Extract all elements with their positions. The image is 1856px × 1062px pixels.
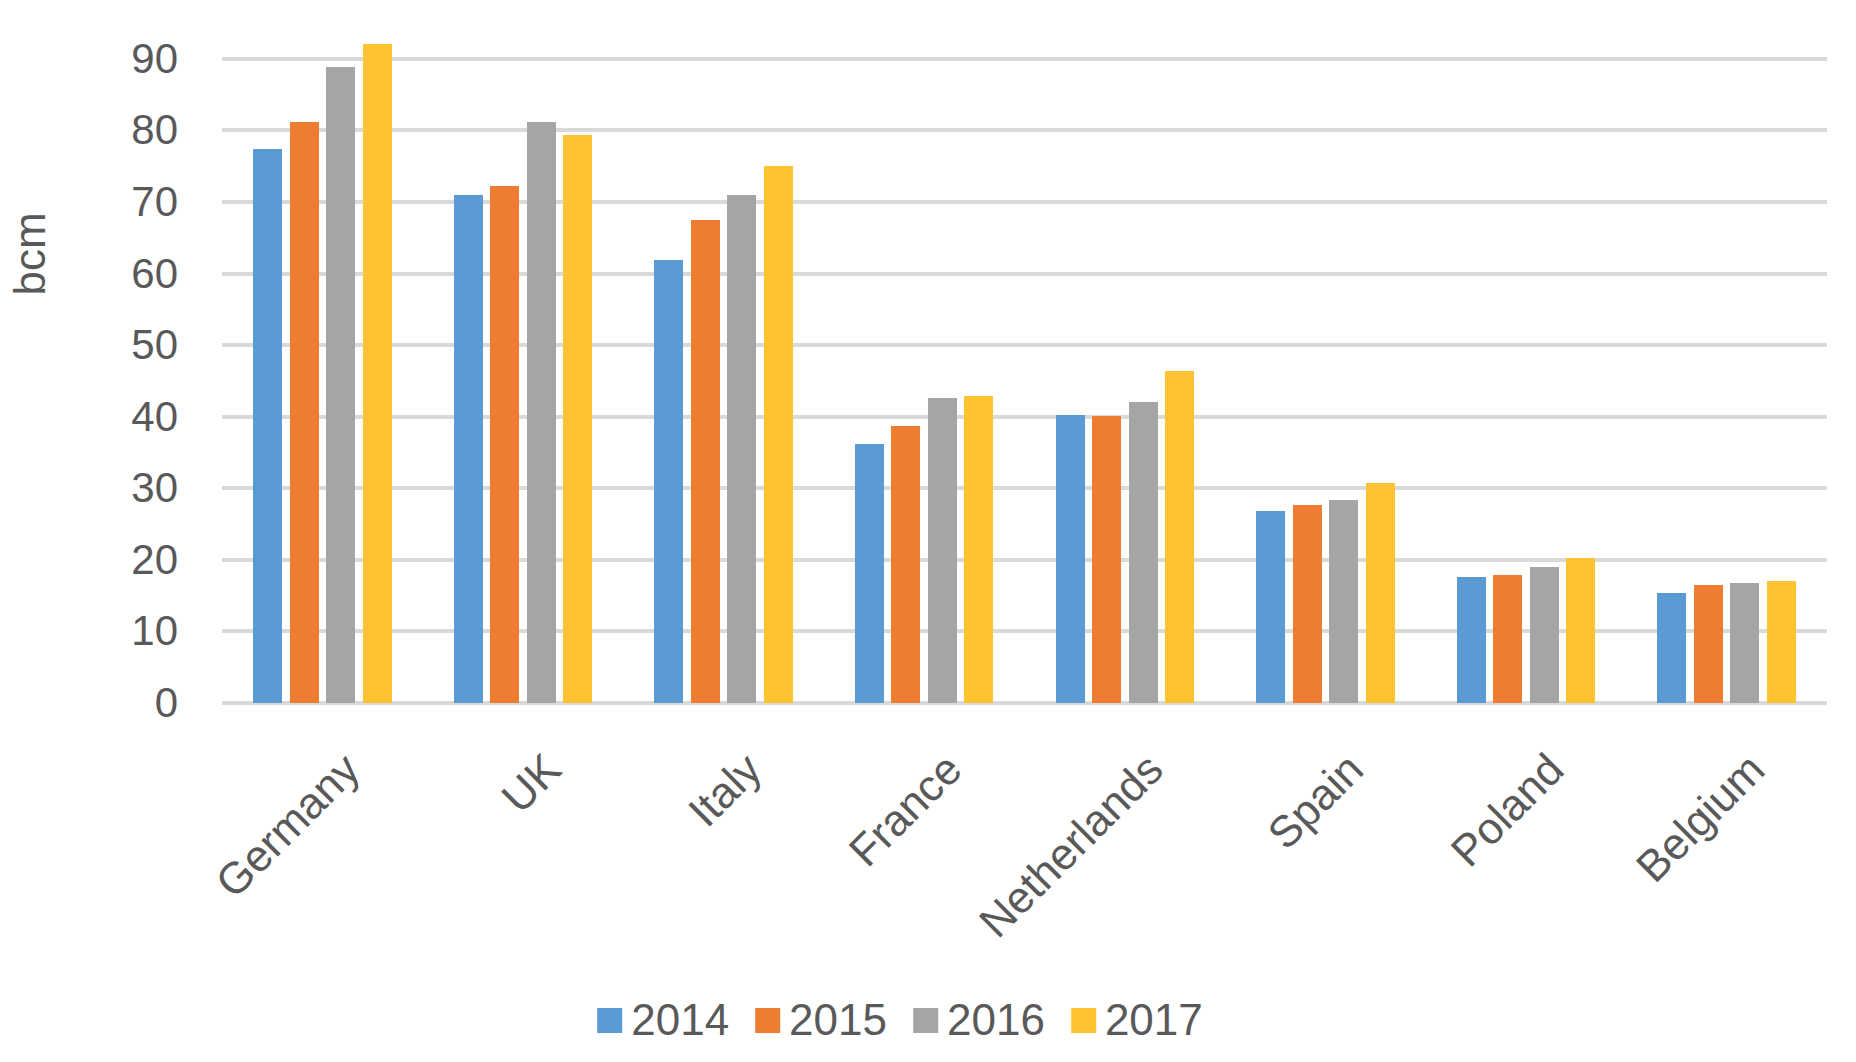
bar-belgium-2014 bbox=[1657, 593, 1686, 703]
bar-netherlands-2014 bbox=[1056, 415, 1085, 703]
bar-spain-2014 bbox=[1256, 511, 1285, 703]
legend-item: 2014 bbox=[597, 996, 729, 1044]
bar-france-2016 bbox=[928, 398, 957, 703]
legend-swatch-2017 bbox=[1071, 1008, 1096, 1033]
legend-swatch-2015 bbox=[755, 1008, 780, 1033]
y-axis-tick-label: 90 bbox=[0, 37, 178, 81]
y-axis-tick-label: 10 bbox=[0, 609, 178, 653]
legend-item: 2017 bbox=[1071, 996, 1203, 1044]
bar-spain-2017 bbox=[1366, 483, 1395, 703]
bar-france-2014 bbox=[855, 444, 884, 703]
bar-italy-2017 bbox=[764, 166, 793, 703]
category-label: UK bbox=[492, 744, 571, 823]
bar-poland-2015 bbox=[1493, 575, 1522, 703]
bar-belgium-2015 bbox=[1694, 585, 1723, 703]
bar-uk-2014 bbox=[454, 195, 483, 703]
category-label: Spain bbox=[1258, 744, 1373, 859]
bar-poland-2017 bbox=[1566, 558, 1595, 703]
category-label: Poland bbox=[1441, 744, 1573, 876]
bar-poland-2016 bbox=[1530, 567, 1559, 703]
y-axis-tick-label: 20 bbox=[0, 538, 178, 582]
category-label: France bbox=[839, 744, 971, 876]
bar-italy-2016 bbox=[727, 195, 756, 703]
category-label: Netherlands bbox=[969, 744, 1172, 947]
y-axis-tick-label: 30 bbox=[0, 466, 178, 510]
bar-germany-2015 bbox=[290, 122, 319, 703]
bar-poland-2014 bbox=[1457, 577, 1486, 703]
gridline bbox=[222, 57, 1827, 61]
legend-label: 2015 bbox=[789, 996, 887, 1044]
y-axis-tick-label: 50 bbox=[0, 323, 178, 367]
bar-germany-2014 bbox=[253, 149, 282, 703]
bar-italy-2015 bbox=[691, 220, 720, 703]
category-label: Germany bbox=[206, 744, 369, 907]
bar-france-2015 bbox=[891, 426, 920, 703]
bar-belgium-2016 bbox=[1730, 583, 1759, 703]
bar-france-2017 bbox=[964, 396, 993, 703]
bar-chart: 0102030405060708090GermanyUKItalyFranceN… bbox=[0, 0, 1856, 1062]
legend-label: 2016 bbox=[947, 996, 1045, 1044]
legend-item: 2016 bbox=[913, 996, 1045, 1044]
bar-uk-2017 bbox=[563, 135, 592, 703]
y-axis-tick-label: 80 bbox=[0, 108, 178, 152]
bar-netherlands-2017 bbox=[1165, 371, 1194, 703]
legend: 2014 2015 2016 2017 bbox=[597, 996, 1203, 1044]
bar-belgium-2017 bbox=[1767, 581, 1796, 703]
y-axis-tick-label: 0 bbox=[0, 681, 178, 725]
gridline bbox=[222, 128, 1827, 132]
category-label: Italy bbox=[678, 744, 770, 836]
legend-swatch-2016 bbox=[913, 1008, 938, 1033]
bar-germany-2017 bbox=[363, 44, 392, 703]
category-label: Belgium bbox=[1626, 744, 1774, 892]
legend-label: 2017 bbox=[1105, 996, 1203, 1044]
legend-label: 2014 bbox=[631, 996, 729, 1044]
legend-item: 2015 bbox=[755, 996, 887, 1044]
bar-spain-2015 bbox=[1293, 505, 1322, 703]
legend-swatch-2014 bbox=[597, 1008, 622, 1033]
bar-netherlands-2015 bbox=[1092, 416, 1121, 703]
bar-uk-2016 bbox=[527, 122, 556, 703]
bar-uk-2015 bbox=[490, 186, 519, 703]
bar-spain-2016 bbox=[1329, 500, 1358, 703]
y-axis-tick-label: 40 bbox=[0, 395, 178, 439]
bar-germany-2016 bbox=[326, 67, 355, 703]
y-axis-title: bcm bbox=[5, 212, 55, 295]
bar-italy-2014 bbox=[654, 260, 683, 703]
bar-netherlands-2016 bbox=[1129, 402, 1158, 703]
